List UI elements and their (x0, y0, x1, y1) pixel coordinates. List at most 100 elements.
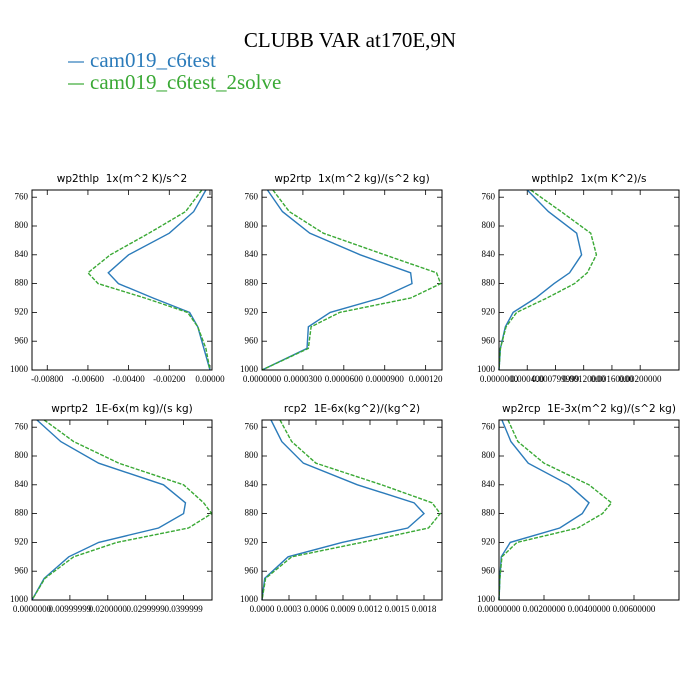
x-tick-label: 0.00160000 (591, 374, 634, 384)
y-tick-label: 840 (482, 249, 496, 259)
panel-frame (261, 189, 443, 371)
x-tick-label: -0.00800 (31, 374, 64, 384)
y-tick-label: 960 (245, 335, 259, 345)
profile-line (261, 189, 442, 371)
y-tick-label: 880 (245, 278, 259, 288)
x-tick-label: -0.00600 (72, 374, 105, 384)
x-tick-label: 0.0018 (412, 604, 437, 614)
y-tick-label: 880 (15, 508, 29, 518)
y-tick-label: 1000 (477, 364, 496, 374)
x-tick-label: 0.0006 (304, 604, 329, 614)
profile-line (261, 189, 413, 371)
panel-frame (31, 189, 213, 371)
y-tick-label: 1000 (10, 364, 29, 374)
panel-title: rcp2 1E-6x(kg^2)/(kg^2) (284, 403, 420, 415)
y-tick-label: 920 (15, 306, 29, 316)
x-tick-label: 0.000400 (510, 374, 544, 384)
profile-line (261, 419, 442, 601)
x-tick-label: 0.00000000 (478, 604, 521, 614)
y-tick-label: 800 (482, 220, 496, 230)
y-tick-label: 920 (245, 306, 259, 316)
x-tick-label: 0.0000900 (366, 374, 405, 384)
panel-title: wprtp2 1E-6x(m kg)/(s kg) (51, 403, 193, 415)
legend-label: cam019_c6test_2solve (90, 70, 281, 94)
y-tick-label: 760 (245, 421, 259, 431)
x-tick-label: 0.0015 (385, 604, 410, 614)
x-tick-label: -0.00400 (112, 374, 145, 384)
y-tick-label: 960 (245, 565, 259, 575)
x-tick-label: 0.000120 (409, 374, 443, 384)
x-tick-label: 0.0009 (331, 604, 356, 614)
x-tick-label: 0.0012 (358, 604, 383, 614)
panel-frame (31, 419, 213, 601)
panel-frame (498, 419, 680, 601)
y-tick-label: 800 (482, 450, 496, 460)
y-tick-label: 760 (482, 421, 496, 431)
x-tick-label: 0.0000000 (243, 374, 282, 384)
y-tick-label: 800 (15, 450, 29, 460)
x-tick-label: -0.00200 (153, 374, 186, 384)
x-tick-label: 0.0000 (250, 604, 275, 614)
legend-label: cam019_c6test (90, 48, 216, 72)
x-tick-label: 0.0000300 (284, 374, 323, 384)
profile-line (107, 189, 211, 371)
profile-line (86, 189, 211, 371)
y-tick-label: 880 (245, 508, 259, 518)
y-tick-label: 1000 (240, 364, 259, 374)
y-tick-label: 840 (15, 249, 29, 259)
profile-line (498, 419, 613, 601)
y-tick-label: 1000 (477, 594, 496, 604)
y-tick-label: 760 (245, 191, 259, 201)
panel-frame (261, 419, 443, 601)
y-tick-label: 960 (482, 335, 496, 345)
x-tick-label: 0.000799999 (532, 374, 580, 384)
panel-title: wp2rtp 1x(m^2 kg)/(s^2 kg) (274, 173, 429, 185)
profile-line (498, 419, 590, 601)
panel-title: wpthlp2 1x(m K^2)/s (532, 173, 647, 185)
x-tick-label: 0.0000600 (325, 374, 364, 384)
x-tick-label: 0.0000000 (13, 604, 52, 614)
y-tick-label: 840 (482, 479, 496, 489)
panel-title: wp2rcp 1E-3x(m^2 kg)/(s^2 kg) (502, 403, 676, 415)
y-tick-label: 800 (245, 450, 259, 460)
y-tick-label: 760 (15, 191, 29, 201)
y-tick-label: 840 (15, 479, 29, 489)
x-tick-label: 0.00000 (195, 374, 225, 384)
x-tick-label: 0.0299999 (127, 604, 166, 614)
y-tick-label: 1000 (240, 594, 259, 604)
profile-line (498, 189, 598, 371)
y-tick-label: 880 (482, 508, 496, 518)
x-tick-label: 0.00200000 (523, 604, 566, 614)
x-tick-label: 0.00600000 (613, 604, 656, 614)
x-tick-label: 0.0000000 (480, 374, 519, 384)
y-tick-label: 840 (245, 249, 259, 259)
y-tick-label: 840 (245, 479, 259, 489)
y-tick-label: 880 (15, 278, 29, 288)
x-tick-label: 0.0399999 (164, 604, 203, 614)
x-tick-label: 0.00999999 (49, 604, 92, 614)
y-tick-label: 1000 (10, 594, 29, 604)
y-tick-label: 800 (15, 220, 29, 230)
figure-title: CLUBB VAR at170E,9N (244, 28, 456, 52)
y-tick-label: 960 (15, 335, 29, 345)
x-tick-label: 0.00200000 (619, 374, 662, 384)
y-tick-label: 800 (245, 220, 259, 230)
y-tick-label: 920 (482, 536, 496, 546)
y-tick-label: 920 (15, 536, 29, 546)
y-tick-label: 760 (15, 421, 29, 431)
profile-line (31, 419, 187, 601)
x-tick-label: 0.00120000 (562, 374, 605, 384)
panel-frame (498, 189, 680, 371)
y-tick-label: 960 (15, 565, 29, 575)
y-tick-label: 920 (245, 536, 259, 546)
profile-line (261, 419, 425, 601)
x-tick-label: 0.0200000 (89, 604, 128, 614)
y-tick-label: 960 (482, 565, 496, 575)
y-tick-label: 760 (482, 191, 496, 201)
x-tick-label: 0.0003 (277, 604, 302, 614)
y-tick-label: 920 (482, 306, 496, 316)
panel-title: wp2thlp 1x(m^2 K)/s^2 (57, 173, 187, 185)
y-tick-label: 880 (482, 278, 496, 288)
x-tick-label: 0.00400000 (568, 604, 611, 614)
